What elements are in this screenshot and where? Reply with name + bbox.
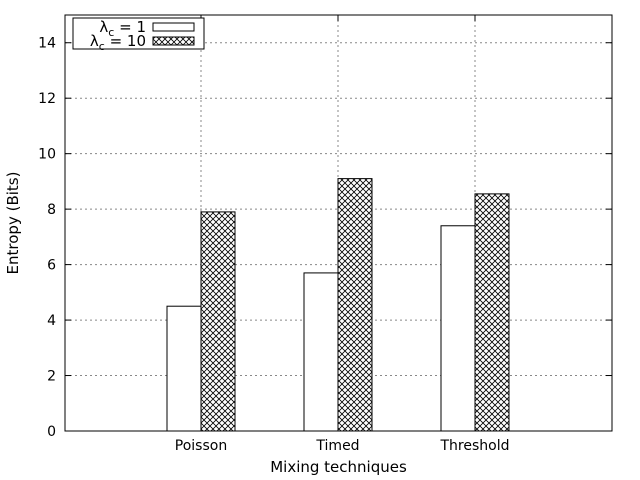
legend-label-series-1: λc = 1 <box>99 18 146 39</box>
axes <box>64 14 613 432</box>
y-tick-label: 0 <box>47 424 56 440</box>
legend-label-series-2: λc = 10 <box>90 32 146 53</box>
bar-poisson-series-2 <box>200 211 236 432</box>
y-tick-label: 10 <box>38 147 56 163</box>
y-tick-label: 12 <box>38 91 56 107</box>
legend: λc = 1λc = 10 <box>72 17 205 53</box>
bar-threshold-series-1 <box>440 225 476 432</box>
bar-threshold-series-2 <box>474 193 510 432</box>
legend-swatch-series-1 <box>152 22 195 32</box>
y-tick-label: 14 <box>38 36 56 52</box>
y-axis-title: Entropy (Bits) <box>4 172 22 275</box>
plot-frame <box>64 14 613 432</box>
y-tick-label: 2 <box>47 369 56 385</box>
tick-labels: 0 2 4 6 8 10 12 14 Poisson Timed Threshold <box>38 36 509 454</box>
x-tick-label-poisson: Poisson <box>175 438 227 454</box>
bar-timed-series-2 <box>337 178 373 432</box>
x-tick-label-timed: Timed <box>315 438 359 454</box>
bar-poisson-series-1 <box>166 305 202 432</box>
y-tick-label: 4 <box>47 313 56 329</box>
x-tick-label-threshold: Threshold <box>440 438 510 454</box>
bar-timed-series-1 <box>303 272 339 432</box>
legend-swatch-series-2 <box>152 36 195 46</box>
y-tick-label: 8 <box>47 202 56 218</box>
y-tick-label: 6 <box>47 258 56 274</box>
x-axis-title: Mixing techniques <box>270 458 407 476</box>
bars <box>166 178 510 432</box>
